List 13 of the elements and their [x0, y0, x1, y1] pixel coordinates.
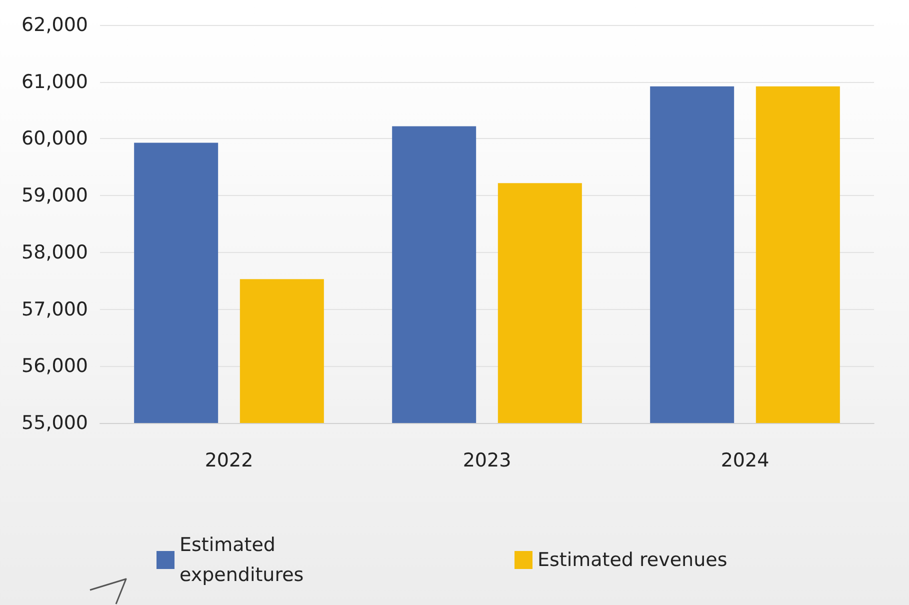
y-tick-label: 56,000 — [22, 355, 88, 378]
x-tick-label: 2023 — [462, 450, 512, 472]
x-tick-label: 2024 — [720, 450, 770, 472]
y-tick-label: 59,000 — [22, 184, 88, 207]
y-tick-label: 57,000 — [22, 298, 88, 320]
y-tick-label: 61,000 — [22, 70, 88, 93]
y-tick-label: 58,000 — [22, 241, 88, 264]
y-tick-label: 55,000 — [22, 412, 88, 434]
x-tick-label: 2022 — [204, 450, 254, 472]
y-tick-label: 62,000 — [22, 14, 88, 36]
y-tick-label: 60,000 — [22, 128, 88, 150]
legend-label: Estimated revenues — [538, 549, 728, 571]
legend-label: Estimated expenditures — [180, 534, 304, 586]
